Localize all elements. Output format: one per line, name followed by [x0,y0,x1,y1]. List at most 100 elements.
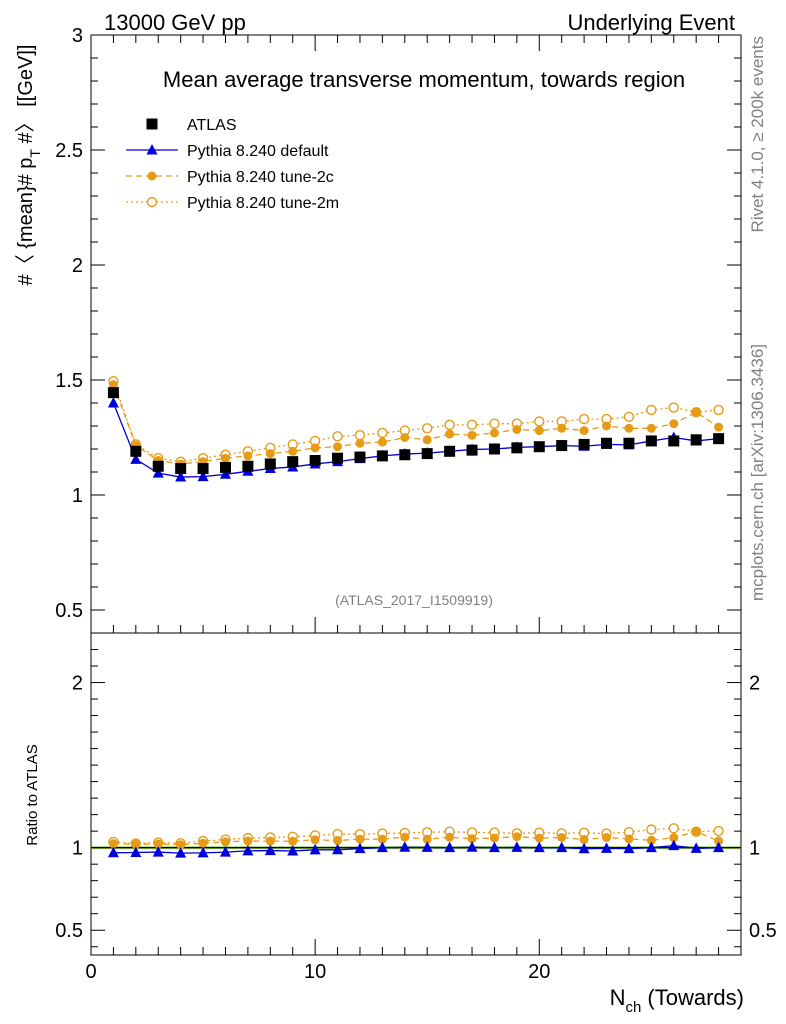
chart-title: Mean average transverse momentum, toward… [163,67,685,92]
pythia-8-240-tune-2c-ratio-point [534,833,544,843]
pythia-8-240-default-ratio-point [354,842,366,854]
legend-marker-pythia-8-240-tune-2m [146,196,158,208]
pythia-8-240-tune-2c-ratio-point [131,839,141,849]
header-right-label: Underlying Event [567,10,735,35]
analysis-watermark: (ATLAS_2017_I1509919) [335,592,493,608]
pythia-8-240-tune-2c-ratio-point [422,834,432,844]
pythia-8-240-tune-2c-ratio-point [220,837,230,847]
ratio-y-axis-label: Ratio to ATLAS [24,744,41,845]
pythia-8-240-tune-2c-ratio-point [153,839,163,849]
atlas-point [264,458,276,470]
pythia-8-240-tune-2c-ratio-point [445,832,455,842]
y-axis-label: #〈 {mean}# pT #〉 [[GeV]] [15,45,43,286]
pythia-8-240-tune-2c-point [108,380,118,390]
atlas-point [601,437,613,449]
pythia-8-240-tune-2c-ratio-point [400,832,410,842]
pythia-8-240-tune-2m-ratio-point [646,824,657,835]
pythia-8-240-tune-2c-ratio-point [557,832,567,842]
pythia-8-240-default-ratio-point [264,844,276,856]
pythia-8-240-tune-2c-ratio-point [355,834,365,844]
atlas-point [578,438,590,450]
pythia-8-240-tune-2c-point [243,451,253,461]
pythia-8-240-tune-2c-ratio-point [310,835,320,845]
legend-label-atlas: ATLAS [187,117,237,134]
x-tick-label: 0 [85,961,96,983]
atlas-point [219,461,231,473]
pythia-8-240-tune-2c-ratio-point [669,833,679,843]
legend-marker-atlas [146,118,158,130]
pythia-8-240-tune-2c-ratio-point [198,838,208,848]
pythia-8-240-tune-2c-point [288,446,298,456]
ratio-y-tick-label-left: 1 [72,838,83,860]
pythia-8-240-tune-2m-point [713,404,724,416]
legend: ATLAS Pythia 8.240 default Pythia 8.240 tu… [126,117,339,212]
pythia-8-240-tune-2c-point [602,421,612,431]
atlas-point [175,463,187,475]
pythia-8-240-tune-2c-point [445,429,455,439]
pythia-8-240-tune-2c-line [112,384,719,465]
pythia-8-240-tune-2c-point [714,422,724,432]
y-tick-label: 2.5 [55,140,83,162]
pythia-8-240-tune-2m-point [534,416,545,427]
x-axis-label: Nch (Towards) [610,985,744,1016]
y-tick-label: 3 [72,25,83,47]
ratio-y-tick-label-right: 2 [749,673,760,695]
atlas-point [332,452,344,464]
pythia-8-240-tune-2m-line [112,380,719,463]
legend-marker-pythia-8-240-default [146,144,158,155]
atlas-point [309,455,321,466]
legend-marker-pythia-8-240-tune-2c [147,171,157,181]
pythia-8-240-tune-2c-point [400,433,410,442]
pythia-8-240-tune-2c-point [534,426,544,436]
pythia-8-240-default-ratio-point [421,841,433,852]
y-tick-label: 2 [72,255,83,277]
legend-label-pythia-8-240-tune-2m: Pythia 8.240 tune-2m [187,195,339,212]
pythia-8-240-tune-2m-point [668,402,679,413]
upper-series-group [107,375,725,482]
pythia-8-240-tune-2c-ratio-line [113,831,719,846]
pythia-8-240-tune-2c-point [422,435,432,445]
pythia-8-240-tune-2c-ratio-point [579,835,589,845]
pythia-8-240-default-ratio-point [175,847,187,858]
pythia-8-240-tune-2m-point [489,418,500,429]
pythia-8-240-default-ratio-point [332,843,344,855]
pythia-8-240-tune-2c-ratio-point [512,832,522,842]
x-tick-label: 20 [528,961,550,983]
pythia-8-240-default-ratio-point [488,841,500,853]
atlas-point [287,456,299,468]
pythia-8-240-default-ratio-point [533,841,545,853]
pythia-8-240-tune-2c-point [512,424,522,434]
x-axis-ticks: 0 10 20 [85,35,742,983]
pythia-8-240-tune-2m-point [422,423,433,434]
pythia-8-240-default-ratio-point [309,843,321,855]
atlas-point [668,435,680,447]
ratio-y-tick-label-right: 1 [749,838,760,860]
pythia-8-240-tune-2c-point [467,430,477,440]
pythia-8-240-tune-2c-point [355,438,365,448]
pythia-8-240-tune-2m-point [623,411,635,422]
pythia-8-240-tune-2m-point [377,427,388,439]
pythia-8-240-default-point [197,470,209,482]
pythia-8-240-tune-2m-point [578,413,590,425]
pythia-8-240-tune-2c-point [333,442,343,452]
atlas-point [511,442,523,454]
pythia-8-240-default-ratio-point [444,841,456,853]
atlas-point [376,450,388,462]
pythia-8-240-default-ratio-point [287,844,299,856]
x-axis-label-sub: ch [625,999,641,1016]
pythia-8-240-tune-2m-ratio-line [113,827,719,845]
atlas-point [713,433,725,445]
ratio-y-tick-label-left: 0.5 [55,920,83,942]
rivet-version-label: Rivet 4.1.0, ≥ 200k events [748,36,767,232]
pythia-8-240-default-ratio-point [668,839,680,851]
upper-axis-ticks: 0.5 1 1.5 2 2.5 3 [55,25,741,622]
pythia-8-240-tune-2m-point [646,404,657,416]
x-axis-label-tail: (Towards) [641,985,744,1010]
pythia-8-240-default-point [152,467,164,478]
pythia-8-240-tune-2m-point [354,430,366,441]
pythia-8-240-tune-2c-ratio-point [243,836,253,846]
pythia-8-240-tune-2c-ratio-point [602,833,612,843]
legend-label-pythia-8-240-default: Pythia 8.240 default [187,143,329,160]
header-left-label: 13000 GeV pp [104,10,246,35]
